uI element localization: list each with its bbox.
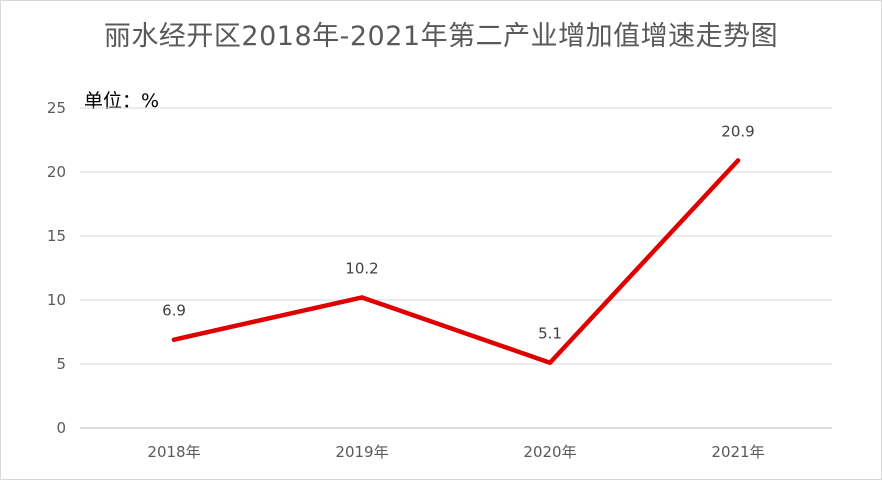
- data-label: 5.1: [538, 325, 562, 343]
- data-point: [547, 360, 553, 365]
- x-tick-label: 2018年: [147, 443, 200, 461]
- data-point: [171, 337, 177, 342]
- data-point: [359, 295, 365, 300]
- data-label: 6.9: [162, 302, 186, 320]
- data-label: 10.2: [345, 259, 378, 277]
- unit-label: 单位：%: [84, 90, 160, 112]
- series-line: [171, 158, 741, 365]
- y-tick-label: 15: [47, 227, 66, 245]
- x-tick-label: 2021年: [711, 443, 764, 461]
- y-tick-label: 20: [47, 163, 66, 181]
- x-tick-label: 2019年: [335, 443, 388, 461]
- y-tick-label: 25: [47, 99, 66, 117]
- x-tick-label: 2020年: [523, 443, 576, 461]
- y-tick-label: 10: [47, 291, 66, 309]
- data-label: 20.9: [721, 122, 754, 140]
- data-point: [735, 158, 741, 163]
- y-tick-label: 5: [56, 355, 66, 373]
- chart-title: 丽水经开区2018年-2021年第二产业增加值增速走势图: [103, 21, 779, 52]
- y-tick-label: 0: [56, 419, 66, 437]
